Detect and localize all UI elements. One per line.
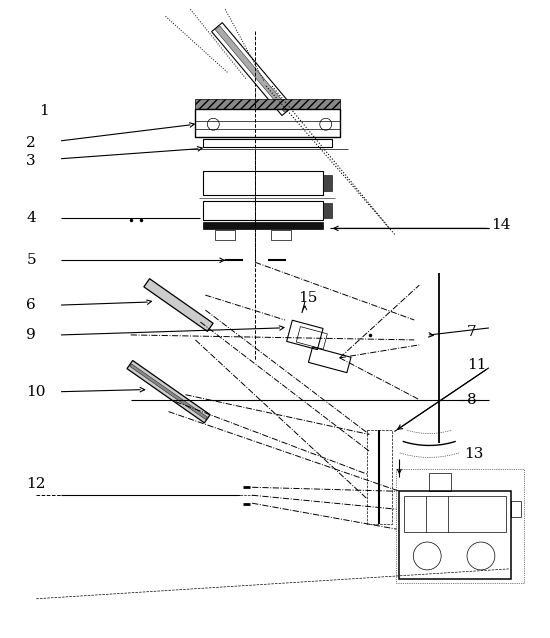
Bar	[399, 491, 511, 579]
Text: 3: 3	[26, 154, 36, 168]
Bar	[195, 109, 340, 137]
Bar	[323, 175, 332, 191]
Bar	[195, 99, 340, 109]
Text: 1: 1	[39, 104, 49, 118]
Bar	[397, 470, 524, 583]
Text: 9: 9	[26, 328, 36, 342]
Bar	[271, 230, 291, 241]
Bar	[511, 501, 521, 517]
Text: 12: 12	[26, 477, 46, 491]
Text: 2: 2	[26, 136, 36, 150]
Text: 15: 15	[298, 291, 317, 305]
Bar	[404, 496, 506, 532]
Text: 13: 13	[464, 447, 483, 461]
Bar	[215, 230, 235, 241]
Bar	[366, 429, 392, 524]
Bar	[323, 202, 332, 218]
Text: 14: 14	[491, 218, 510, 232]
Text: 10: 10	[26, 385, 46, 399]
Text: 5: 5	[26, 253, 36, 267]
Polygon shape	[130, 364, 207, 419]
Text: 4: 4	[26, 211, 36, 225]
Bar	[204, 200, 323, 221]
Bar	[429, 473, 451, 491]
Bar	[204, 139, 332, 147]
Text: 8: 8	[467, 392, 477, 406]
Polygon shape	[215, 26, 289, 112]
Text: 11: 11	[467, 358, 487, 372]
Bar	[204, 223, 323, 230]
Bar	[204, 170, 323, 195]
Polygon shape	[127, 360, 210, 423]
Polygon shape	[144, 279, 213, 331]
Text: 6: 6	[26, 298, 36, 312]
Text: 7: 7	[467, 325, 477, 339]
